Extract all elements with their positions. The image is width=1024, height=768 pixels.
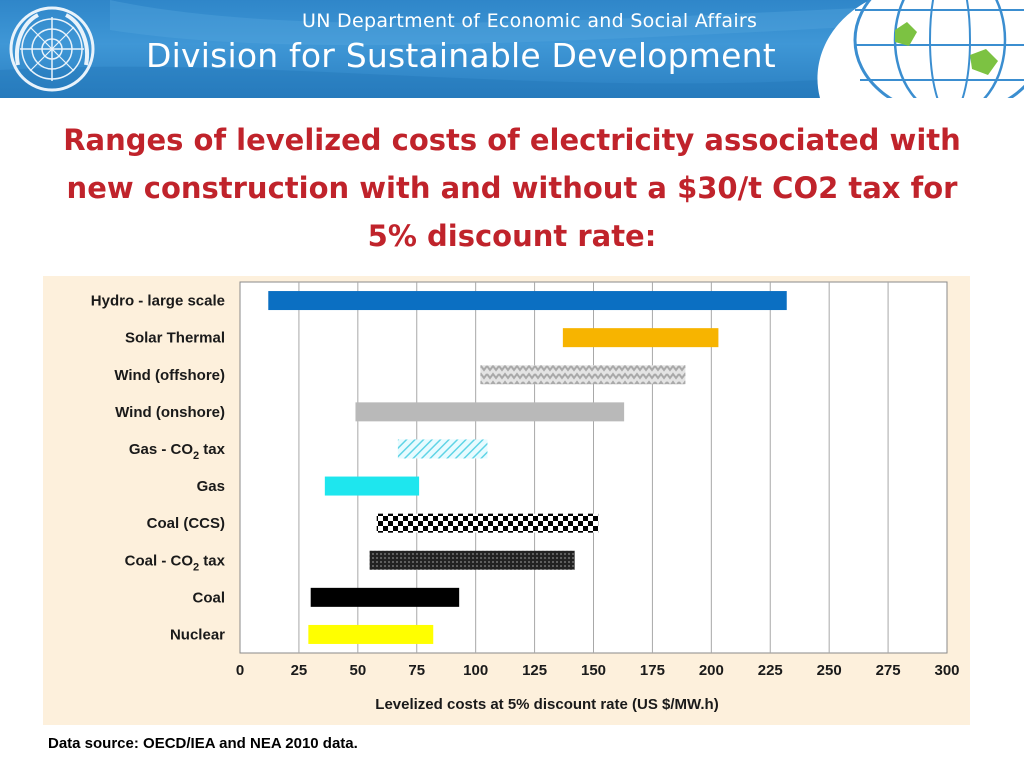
x-tick-label: 275 bbox=[876, 662, 901, 679]
banner-swoosh-decoration bbox=[0, 0, 1024, 98]
x-tick-label: 50 bbox=[349, 662, 366, 679]
slide-title-line-1: Ranges of levelized costs of electricity… bbox=[63, 123, 961, 157]
category-label: Coal (CCS) bbox=[147, 515, 225, 532]
x-tick-label: 125 bbox=[522, 662, 547, 679]
x-tick-label: 225 bbox=[758, 662, 783, 679]
category-label: Gas - CO2 tax bbox=[129, 441, 226, 462]
data-source-note: Data source: OECD/IEA and NEA 2010 data. bbox=[48, 735, 358, 752]
category-label: Wind (offshore) bbox=[114, 367, 225, 384]
category-label: Hydro - large scale bbox=[91, 293, 225, 310]
range-bar bbox=[480, 365, 686, 385]
range-bar bbox=[397, 439, 488, 459]
un-emblem-icon bbox=[9, 6, 95, 92]
category-label: Wind (onshore) bbox=[115, 404, 225, 421]
department-name: UN Department of Economic and Social Aff… bbox=[302, 10, 758, 32]
x-axis-label: Levelized costs at 5% discount rate (US … bbox=[375, 696, 718, 713]
x-tick-label: 25 bbox=[291, 662, 308, 679]
grid-lines bbox=[298, 282, 889, 653]
range-bar bbox=[369, 550, 575, 570]
range-bar bbox=[310, 587, 460, 607]
x-tick-label: 150 bbox=[581, 662, 606, 679]
range-bars bbox=[268, 291, 787, 644]
category-label: Gas bbox=[197, 478, 225, 495]
category-labels: Hydro - large scale Solar Thermal Wind (of… bbox=[91, 293, 226, 644]
slide-title-line-2: new construction with and without a $30/… bbox=[66, 171, 958, 205]
lcoe-range-chart: Hydro - large scale Solar Thermal Wind (of… bbox=[91, 281, 960, 713]
category-label: Coal bbox=[192, 589, 225, 606]
range-bar bbox=[562, 328, 719, 348]
x-tick-label: 300 bbox=[934, 662, 959, 679]
chart-panel: Hydro - large scale Solar Thermal Wind (of… bbox=[43, 276, 970, 725]
range-bar bbox=[355, 402, 625, 422]
category-label: Solar Thermal bbox=[125, 330, 225, 347]
x-tick-label: 0 bbox=[236, 662, 244, 679]
x-tick-label: 100 bbox=[463, 662, 488, 679]
header-banner: UN Department of Economic and Social Aff… bbox=[0, 0, 1024, 98]
x-tick-label: 250 bbox=[817, 662, 842, 679]
range-bar bbox=[324, 476, 420, 496]
division-name: Division for Sustainable Development bbox=[146, 36, 776, 75]
globe-icon bbox=[817, 0, 1024, 98]
range-bar bbox=[308, 624, 434, 644]
category-label: Nuclear bbox=[170, 626, 225, 643]
x-tick-label: 200 bbox=[699, 662, 724, 679]
x-tick-labels: 0 25 50 75 100 125 150 175 200 225 250 275 300 bbox=[236, 662, 960, 679]
x-tick-label: 75 bbox=[408, 662, 425, 679]
slide-title-line-3: 5% discount rate: bbox=[367, 219, 657, 253]
range-bar bbox=[376, 513, 599, 533]
slide-title: Ranges of levelized costs of electricity… bbox=[40, 116, 984, 260]
category-label: Coal - CO2 tax bbox=[125, 552, 226, 573]
x-tick-label: 175 bbox=[640, 662, 665, 679]
range-bar bbox=[268, 291, 787, 311]
